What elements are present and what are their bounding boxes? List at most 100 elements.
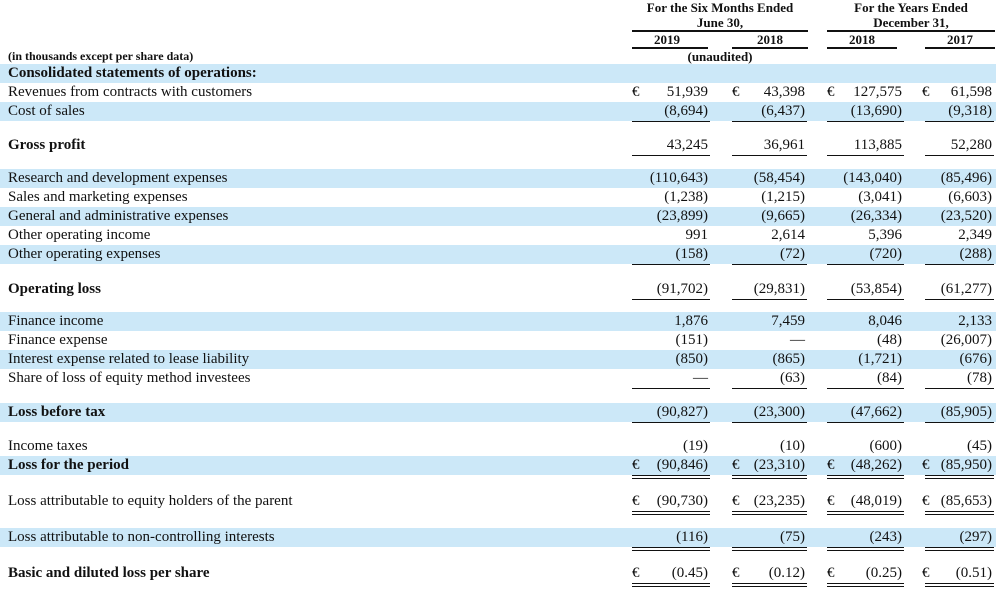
double-underline <box>732 583 807 587</box>
units-note: (in thousands except per share data) <box>8 49 194 63</box>
single-underline <box>632 299 710 300</box>
euro-symbol: € <box>732 457 740 473</box>
row-value: (116) <box>676 529 708 545</box>
row-value: (23,235) <box>753 493 805 509</box>
single-underline <box>925 422 994 423</box>
single-underline <box>827 264 904 265</box>
row-value: (23,310) <box>753 457 805 473</box>
row-label: Income taxes <box>8 438 88 454</box>
col-2017-year: 2017 <box>947 32 973 47</box>
double-underline <box>925 583 994 587</box>
double-underline <box>632 583 710 587</box>
single-underline <box>632 264 710 265</box>
euro-symbol: € <box>922 84 930 100</box>
euro-symbol: € <box>922 493 930 509</box>
euro-symbol: € <box>732 493 740 509</box>
row-value: 127,575 <box>853 84 902 100</box>
single-underline <box>632 388 710 389</box>
row-value: 113,885 <box>853 137 902 153</box>
row-value: (78) <box>967 370 992 386</box>
header-rule <box>827 30 995 32</box>
row-value: (53,854) <box>850 281 902 297</box>
double-underline <box>732 475 807 479</box>
row-label: Operating loss <box>8 281 101 297</box>
row-value: (48) <box>877 332 902 348</box>
col-2018-year: 2018 <box>849 32 875 47</box>
table-row: Other operating expenses (158) (72) (720) (2… <box>0 245 996 265</box>
row-value: (243) <box>869 529 903 545</box>
double-underline <box>925 475 994 479</box>
table-row: Income taxes (19) (10) (600) (45) <box>0 437 996 457</box>
row-value: (0.12) <box>768 565 805 581</box>
row-value: (23,520) <box>940 208 992 224</box>
table-row: Loss for the period (90,846) € (23,310) € (48… <box>0 456 996 479</box>
row-value: (26,334) <box>850 208 902 224</box>
double-underline <box>632 511 710 515</box>
single-underline <box>732 264 807 265</box>
double-underline <box>632 547 710 551</box>
row-value: (9,665) <box>761 208 805 224</box>
row-label: Finance income <box>8 313 104 329</box>
row-value: 43,398 <box>763 84 805 100</box>
row-value: (72) <box>780 246 805 262</box>
row-value: (48,019) <box>850 493 902 509</box>
row-value: (151) <box>675 332 709 348</box>
row-label: General and administrative expenses <box>8 208 229 224</box>
row-label: Interest expense related to lease liabil… <box>8 351 250 367</box>
col-rule <box>732 47 808 49</box>
row-value: (720) <box>869 246 903 262</box>
row-label: Basic and diluted loss per share <box>8 565 210 581</box>
row-value: 2,349 <box>958 227 992 243</box>
table-row: Share of loss of equity method investees… <box>0 369 996 389</box>
table-row: Sales and marketing expenses (1,238) (1,21… <box>0 188 996 207</box>
double-underline <box>925 511 994 515</box>
row-value: 8,046 <box>868 313 902 329</box>
row-value: (90,846) <box>656 457 708 473</box>
row-value: (58,454) <box>753 170 805 186</box>
table-row: Basic and diluted loss per share (0.45) € (… <box>0 564 996 587</box>
row-value: (48,262) <box>850 457 902 473</box>
row-label: Share of loss of equity method investees <box>8 370 251 386</box>
row-value: (110,643) <box>649 170 708 186</box>
row-value: (6,603) <box>948 189 992 205</box>
single-underline <box>925 299 994 300</box>
years-title: For the Years Ended <box>854 0 968 15</box>
row-value: (9,318) <box>948 103 992 119</box>
row-value: (676) <box>959 351 993 367</box>
row-value: (600) <box>869 438 903 454</box>
table-row: Loss attributable to equity holders of t… <box>0 492 996 515</box>
euro-symbol: € <box>632 84 640 100</box>
row-label: Other operating income <box>8 227 151 243</box>
single-underline <box>925 155 994 156</box>
row-label: Sales and marketing expenses <box>8 189 188 205</box>
row-value: (0.45) <box>671 565 708 581</box>
table-row: Cost of sales (8,694) (6,437) (13,690) (9,31… <box>0 102 996 122</box>
row-value: (19) <box>683 438 708 454</box>
table-row: Finance income 1,876 7,459 8,046 2,133 <box>0 312 996 331</box>
euro-symbol: € <box>732 565 740 581</box>
row-label: Research and development expenses <box>8 170 228 186</box>
table-row: Other operating income 991 2,614 5,396 2,349 <box>0 226 996 245</box>
row-value: 7,459 <box>771 313 805 329</box>
table-row: Operating loss (91,702) (29,831) (53,854) (6… <box>0 280 996 300</box>
row-value: (29,831) <box>753 281 805 297</box>
row-label: Loss attributable to non-controlling int… <box>8 529 275 545</box>
single-underline <box>827 299 904 300</box>
row-value: (45) <box>967 438 992 454</box>
single-underline <box>827 121 904 122</box>
single-underline <box>925 121 994 122</box>
row-value: — <box>790 332 805 348</box>
double-underline <box>925 547 994 551</box>
row-value: (0.51) <box>955 565 992 581</box>
row-value: (91,702) <box>656 281 708 297</box>
six-months-date: June 30, <box>696 15 744 30</box>
years-date: December 31, <box>873 15 949 30</box>
unaudited-note: (unaudited) <box>687 49 753 64</box>
six-months-title: For the Six Months Ended <box>646 0 794 15</box>
row-value: (10) <box>780 438 805 454</box>
row-value: (85,653) <box>940 493 992 509</box>
row-value: 52,280 <box>950 137 992 153</box>
table-row: Finance expense (151) — (48) (26,007) <box>0 331 996 350</box>
row-value: 2,614 <box>771 227 805 243</box>
table-row: Revenues from contracts with customers 51… <box>0 83 996 102</box>
